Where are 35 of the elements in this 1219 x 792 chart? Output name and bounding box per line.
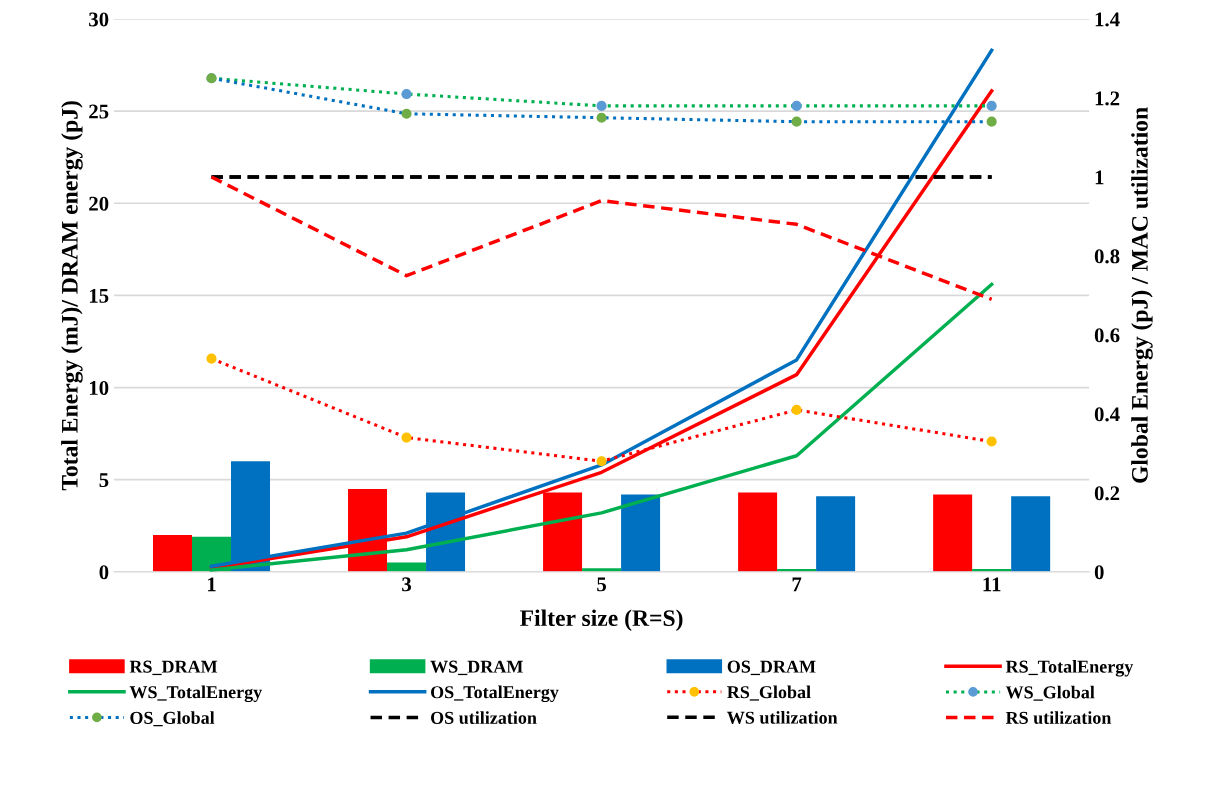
y-axis-title: Total Energy (mJ)/ DRAM energy (pJ) xyxy=(61,101,83,491)
x-tick-label: 5 xyxy=(597,577,607,592)
x-tick-label: 11 xyxy=(983,577,1001,592)
x-axis-title: Filter size (R=S) xyxy=(520,609,683,631)
y2-tick-label: 0.6 xyxy=(1094,328,1120,343)
y2-tick-label: 0.4 xyxy=(1094,407,1120,422)
legend-label: WS_Global xyxy=(1005,685,1095,701)
y-tick-label: 5 xyxy=(99,473,109,488)
legend-label: WS_TotalEnergy xyxy=(129,685,263,703)
legend-label: OS_TotalEnergy xyxy=(431,685,559,703)
legend-label: RS_TotalEnergy xyxy=(1005,660,1134,677)
legend-label: OS_Global xyxy=(130,711,215,727)
y2-axis-title: Global Energy (pJ) / MAC utilization xyxy=(1131,107,1153,483)
y-tick-label: 10 xyxy=(89,380,109,395)
y-tick-label: 15 xyxy=(89,288,109,303)
legend-label: WS_DRAM xyxy=(430,660,523,676)
y2-tick-label: 1.2 xyxy=(1095,91,1120,106)
legend-label: OS_DRAM xyxy=(727,660,816,676)
y2-tick-label: 1.4 xyxy=(1095,12,1120,27)
y-tick-label: 0 xyxy=(99,565,109,580)
y2-tick-label: 0.8 xyxy=(1094,249,1120,264)
y2-tick-label: 1 xyxy=(1095,170,1104,185)
legend-label: RS_DRAM xyxy=(129,660,218,676)
x-tick-label: 3 xyxy=(402,577,412,592)
legend-label: RS utilization xyxy=(1005,711,1112,724)
legend-label: OS utilization xyxy=(431,711,537,724)
x-tick-label: 1 xyxy=(207,577,216,592)
x-tick-label: 7 xyxy=(792,577,802,592)
y-tick-label: 25 xyxy=(89,104,109,119)
y-tick-label: 20 xyxy=(89,196,109,211)
y-tick-label: 30 xyxy=(89,12,109,27)
legend-label: RS_Global xyxy=(727,685,811,701)
legend-label: WS utilization xyxy=(727,711,838,724)
y2-tick-label: 0 xyxy=(1094,565,1104,580)
y2-tick-label: 0.2 xyxy=(1094,486,1120,501)
